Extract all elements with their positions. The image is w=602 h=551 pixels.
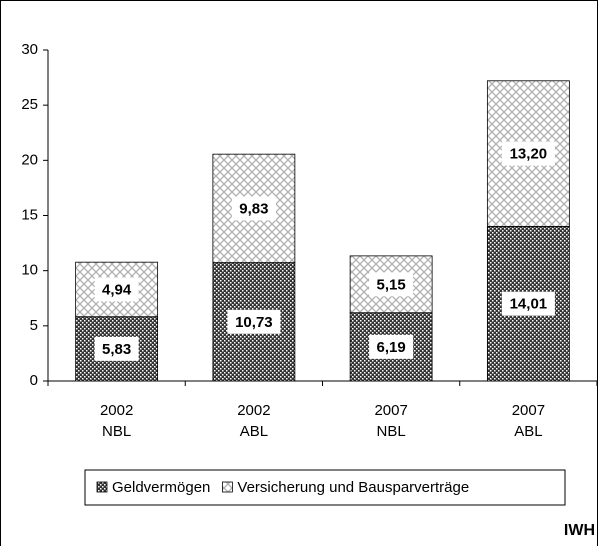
legend-label: Geldvermögen (112, 479, 210, 496)
y-tick-label: 10 (21, 262, 38, 279)
y-tick-label: 20 (21, 151, 38, 168)
source: IWH (564, 522, 595, 539)
value-label-box (227, 309, 281, 334)
x-tick-label: NBL (377, 423, 406, 440)
value-label-box (369, 272, 414, 297)
y-tick-label: 0 (30, 372, 38, 389)
value-label: 9,83 (239, 200, 268, 217)
legend-swatch (96, 481, 108, 493)
value-label: 14,01 (510, 296, 548, 313)
value-label: 10,73 (235, 314, 273, 331)
x-tick-label: 2002 (237, 402, 270, 419)
x-tick-label: 2002 (100, 402, 133, 419)
y-tick-label: 5 (30, 317, 38, 334)
x-tick-label: ABL (240, 423, 268, 440)
x-tick-label: 2007 (512, 402, 545, 419)
value-label: 4,94 (102, 281, 132, 298)
legend-box (84, 469, 566, 506)
y-tick-label: 15 (21, 206, 38, 223)
value-label-box (231, 196, 276, 221)
value-label: 13,20 (510, 146, 548, 163)
value-label-box (94, 277, 139, 302)
value-label-box (501, 141, 555, 166)
legend-label: Versicherung und Bausparverträge (237, 479, 469, 496)
value-label: 6,19 (377, 339, 406, 356)
value-label-box (94, 336, 139, 361)
value-label: 5,15 (377, 276, 406, 293)
x-tick-label: NBL (102, 423, 131, 440)
y-tick-label: 25 (21, 96, 38, 113)
value-label-box (369, 334, 414, 359)
value-label-box (501, 291, 555, 316)
x-tick-label: 2007 (374, 402, 407, 419)
legend-swatch (221, 481, 233, 493)
value-label: 5,83 (102, 341, 131, 358)
y-tick-label: 30 (21, 41, 38, 58)
x-tick-label: ABL (514, 423, 542, 440)
